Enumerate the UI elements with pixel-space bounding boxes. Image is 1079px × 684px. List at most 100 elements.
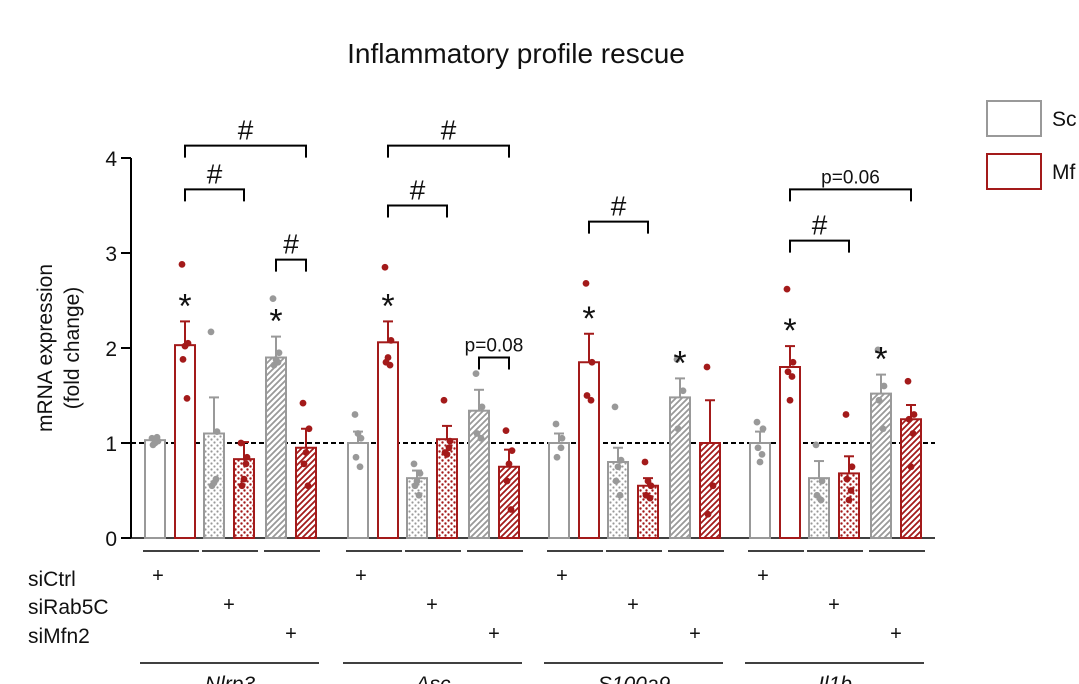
nlrp3-sirab5c-scr-point-1 — [213, 428, 221, 435]
nlrp3-sirab5c-mfn-point-2 — [238, 482, 246, 490]
il1b-simfn2-scr-point-3 — [879, 425, 887, 433]
row-label-sirab5c: siRab5C — [28, 596, 109, 619]
asc-sictrl-plus: + — [355, 565, 367, 587]
nlrp3-sirab5c-mfn-point-4 — [240, 475, 248, 483]
asc-bracket-0 — [387, 144, 510, 158]
s100a9-sirab5c-scr-point-2 — [612, 477, 620, 485]
nlrp3-sictrl-mfn-point-2 — [179, 356, 187, 363]
asc-simfn2-scr-point-2 — [473, 430, 481, 437]
s100a9-simfn2-mfn-point-1 — [709, 482, 717, 490]
nlrp3-simfn2-mfn-point-2 — [300, 460, 308, 468]
il1b-bracket-0-label: p=0.06 — [821, 167, 880, 188]
il1b-sictrl-mfn-point-3 — [788, 373, 796, 380]
asc-sirab5c-mfn-point-4 — [443, 451, 451, 458]
il1b-sictrl-mfn-significance-star: * — [783, 312, 796, 350]
il1b-sictrl-scr-point-4 — [756, 458, 764, 466]
legend-label-mfn: Mf — [1052, 161, 1075, 184]
nlrp3-sictrl-mfn-bar — [174, 344, 196, 539]
il1b-sictrl-mfn-point-4 — [786, 396, 794, 404]
il1b-simfn2-mfn-point-3 — [909, 430, 917, 437]
s100a9-sirab5c-mfn-point-4 — [644, 477, 652, 485]
nlrp3-bracket-2-label: # — [283, 229, 299, 260]
asc-sictrl-scr-point-4 — [354, 430, 362, 437]
nlrp3-bracket-1-label: # — [207, 158, 223, 189]
nlrp3-bracket-1 — [184, 188, 245, 202]
nlrp3-bracket-2 — [275, 258, 307, 272]
nlrp3-simfn2-mfn-point-1 — [305, 425, 313, 433]
nlrp3-sirab5c-mfn-bar — [233, 458, 255, 539]
il1b-gene-label: Il1b — [818, 673, 852, 684]
s100a9-sictrl-plus: + — [556, 565, 568, 587]
s100a9-sictrl-scr-point-2 — [553, 453, 561, 461]
s100a9-sictrl-mfn-point-1 — [588, 358, 596, 366]
nlrp3-sirab5c-mfn-point-0 — [237, 439, 245, 447]
nlrp3-simfn2-mfn-point-4 — [302, 449, 310, 456]
s100a9-sirab5c-scr-point-3 — [616, 491, 624, 499]
asc-sictrl-mfn-significance-star: * — [381, 287, 394, 325]
asc-sirab5c-scr-point-4 — [413, 477, 421, 485]
nlrp3-sictrl-scr-bar — [144, 439, 166, 539]
asc-sictrl-scr-point-0 — [351, 411, 359, 418]
il1b-sirab5c-mfn-point-0 — [842, 411, 850, 418]
s100a9-sictrl-scr-point-3 — [557, 444, 565, 452]
s100a9-simfn2-mfn-point-0 — [703, 363, 711, 371]
s100a9-sictrl-mfn-point-3 — [587, 396, 595, 404]
y-tick-label-2: 2 — [105, 338, 117, 361]
nlrp3-sirab5c-mfn-point-1 — [243, 453, 251, 461]
s100a9-sictrl-scr-point-0 — [552, 420, 560, 428]
s100a9-sirab5c-mfn-point-0 — [641, 458, 649, 466]
il1b-sirab5c-scr-point-3 — [817, 496, 825, 504]
nlrp3-simfn2-scr-significance-star: * — [269, 303, 282, 341]
y-axis-label-line-1: mRNA expression — [34, 264, 57, 432]
asc-sirab5c-scr-point-1 — [416, 470, 424, 477]
nlrp3-bracket-0-label: # — [238, 115, 254, 146]
nlrp3-sirab5c-mfn-point-3 — [242, 460, 250, 468]
asc-sictrl-scr-point-3 — [356, 463, 364, 471]
il1b-sictrl-mfn-point-1 — [789, 358, 797, 366]
s100a9-sictrl-mfn-significance-star: * — [582, 300, 595, 338]
il1b-sirab5c-mfn-point-4 — [845, 496, 853, 504]
il1b-sictrl-scr-point-0 — [753, 418, 761, 426]
il1b-simfn2-scr-point-2 — [875, 396, 883, 404]
s100a9-sirab5c-mfn-point-3 — [646, 494, 654, 502]
nlrp3-simfn2-scr-bar — [265, 356, 287, 539]
il1b-sictrl-mfn-point-2 — [784, 368, 792, 376]
s100a9-sirab5c-plus: + — [627, 594, 639, 616]
asc-bracket-2 — [478, 356, 510, 370]
il1b-sictrl-scr-point-1 — [759, 425, 767, 433]
asc-sirab5c-scr-point-0 — [410, 460, 418, 468]
s100a9-bracket-0 — [588, 220, 649, 234]
il1b-sirab5c-mfn-point-2 — [843, 475, 851, 483]
legend-label-scr: Sc — [1052, 108, 1077, 131]
il1b-sictrl-scr-bar — [749, 442, 771, 539]
s100a9-simfn2-scr-point-0 — [673, 356, 681, 363]
il1b-simfn2-mfn-point-2 — [905, 415, 913, 423]
nlrp3-sirab5c-plus: + — [223, 594, 235, 616]
nlrp3-sictrl-mfn-point-0 — [178, 261, 186, 268]
s100a9-simfn2-plus: + — [689, 623, 701, 645]
s100a9-sirab5c-scr-point-4 — [614, 463, 622, 471]
asc-sirab5c-plus: + — [426, 594, 438, 616]
s100a9-sirab5c-scr-point-0 — [611, 403, 619, 411]
s100a9-sictrl-mfn-point-2 — [583, 392, 591, 399]
s100a9-bracket-0-label: # — [611, 191, 627, 222]
il1b-bracket-1-label: # — [812, 210, 828, 241]
nlrp3-gene-label: Nlrp3 — [205, 673, 256, 684]
asc-bracket-1-label: # — [410, 175, 426, 206]
row-label-sictrl: siCtrl — [28, 568, 76, 591]
il1b-simfn2-plus: + — [890, 623, 902, 645]
asc-simfn2-plus: + — [488, 623, 500, 645]
asc-bracket-1 — [387, 204, 448, 218]
s100a9-simfn2-scr-bar — [669, 396, 691, 539]
s100a9-sictrl-scr-point-1 — [558, 434, 566, 442]
y-tick-label-0: 0 — [105, 528, 117, 551]
nlrp3-sictrl-plus: + — [152, 565, 164, 587]
s100a9-simfn2-scr-point-1 — [679, 387, 687, 395]
nlrp3-sictrl-mfn-point-3 — [183, 394, 191, 402]
asc-simfn2-mfn-bar — [498, 465, 520, 539]
il1b-sirab5c-mfn-bar — [838, 472, 860, 539]
asc-sictrl-mfn-point-3 — [386, 361, 394, 369]
s100a9-simfn2-scr-significance-star: * — [673, 344, 686, 382]
s100a9-gene-label: S100a9 — [598, 673, 671, 684]
